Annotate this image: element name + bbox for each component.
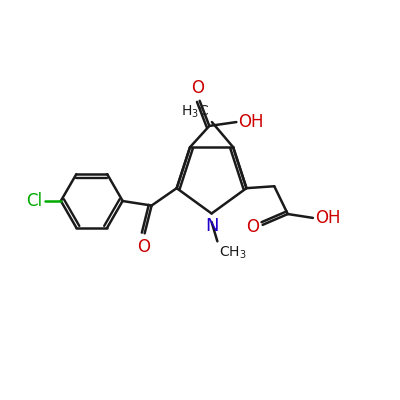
- Text: N: N: [206, 217, 219, 235]
- Text: OH: OH: [315, 209, 340, 227]
- Text: OH: OH: [238, 113, 264, 131]
- Text: O: O: [246, 218, 259, 236]
- Text: O: O: [137, 238, 150, 256]
- Text: CH$_3$: CH$_3$: [219, 244, 247, 261]
- Text: O: O: [191, 79, 204, 97]
- Text: H$_3$C: H$_3$C: [181, 104, 209, 120]
- Text: Cl: Cl: [26, 192, 42, 210]
